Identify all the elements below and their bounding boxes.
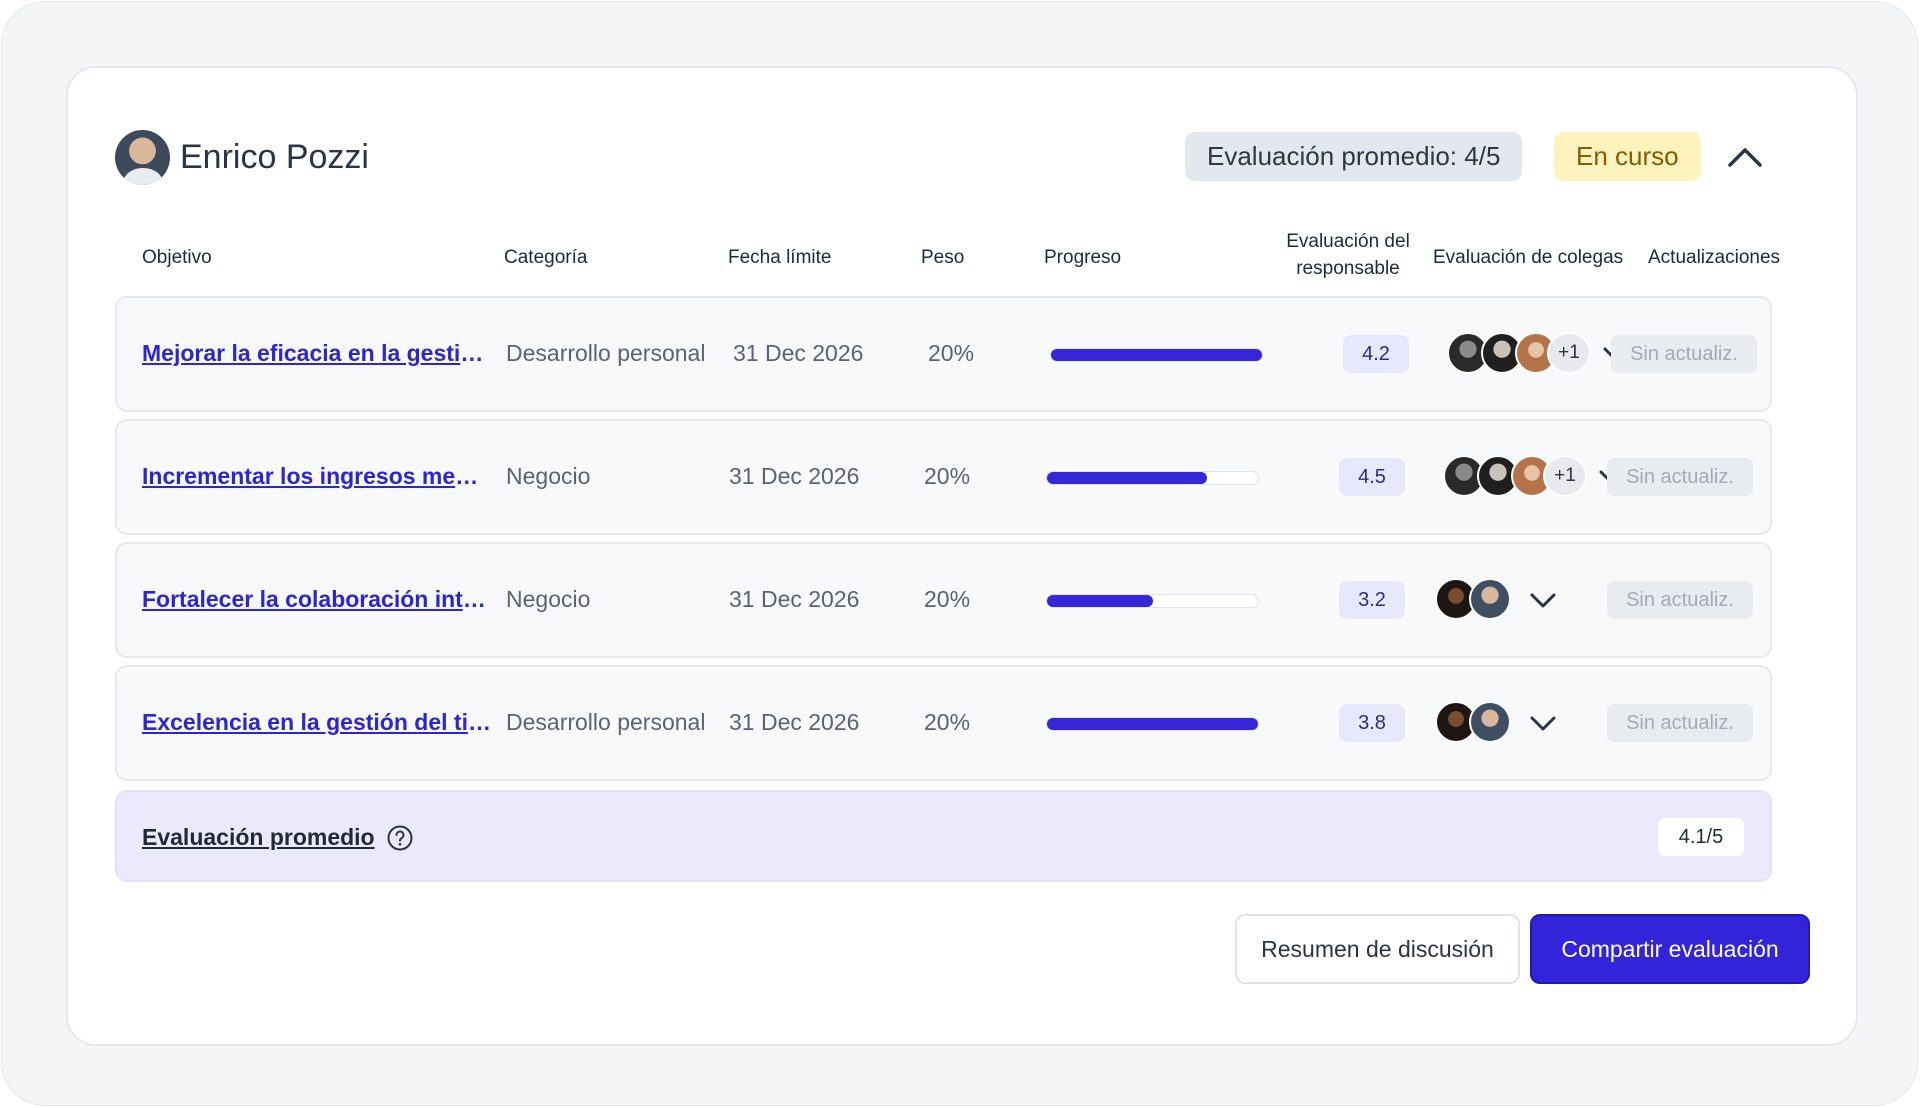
discussion-summary-button[interactable]: Resumen de discusión bbox=[1235, 914, 1520, 984]
objective-link[interactable]: Excelencia en la gestión del tiempo bbox=[142, 709, 492, 735]
collapse-button[interactable] bbox=[1718, 130, 1772, 184]
progress-fill bbox=[1047, 595, 1153, 607]
manager-rating-badge: 4.2 bbox=[1343, 335, 1409, 373]
peer-more-count: +1 bbox=[1543, 455, 1587, 497]
share-evaluation-button[interactable]: Compartir evaluación bbox=[1530, 914, 1810, 984]
table-row: Incrementar los ingresos mensuales Negoc… bbox=[115, 419, 1772, 535]
average-summary-link[interactable]: Evaluación promedio bbox=[142, 824, 375, 850]
peer-avatars[interactable]: +1 bbox=[1443, 455, 1587, 499]
column-progress: Progreso bbox=[1044, 247, 1122, 268]
weight-cell: 20% bbox=[924, 586, 971, 612]
manager-rating-badge: 4.5 bbox=[1339, 458, 1405, 496]
help-icon[interactable] bbox=[386, 824, 414, 852]
average-summary-row: Evaluación promedio 4.1/5 bbox=[115, 790, 1772, 882]
employee-name: Enrico Pozzi bbox=[180, 138, 369, 176]
status-badge: En curso bbox=[1554, 132, 1701, 181]
average-rating-pill: Evaluación promedio: 4/5 bbox=[1185, 132, 1523, 181]
category-cell: Desarrollo personal bbox=[506, 340, 706, 366]
column-category: Categoría bbox=[504, 247, 588, 268]
progress-fill bbox=[1047, 472, 1208, 484]
column-manager-rating-line2: responsable bbox=[1296, 258, 1400, 279]
deadline-cell: 31 Dec 2026 bbox=[729, 709, 860, 735]
weight-cell: 20% bbox=[924, 463, 971, 489]
progress-bar bbox=[1046, 594, 1259, 608]
table-row: Mejorar la eficacia en la gestión del ti… bbox=[115, 296, 1772, 412]
chevron-up-icon bbox=[1728, 148, 1762, 167]
column-manager-rating: Evaluación del responsable bbox=[1268, 228, 1428, 282]
progress-bar bbox=[1050, 348, 1263, 362]
progress-fill bbox=[1051, 349, 1262, 361]
progress-bar bbox=[1046, 717, 1259, 731]
peer-avatars[interactable] bbox=[1435, 701, 1515, 745]
chevron-down-icon[interactable] bbox=[1527, 707, 1559, 739]
column-objective: Objetivo bbox=[142, 247, 212, 268]
column-updates: Actualizaciones bbox=[1648, 247, 1781, 268]
employee-avatar bbox=[115, 130, 170, 185]
progress-bar bbox=[1046, 471, 1259, 485]
weight-cell: 20% bbox=[928, 340, 975, 366]
chevron-down-icon[interactable] bbox=[1527, 584, 1559, 616]
updates-badge: Sin actualiz. bbox=[1607, 581, 1753, 619]
column-weight: Peso bbox=[921, 247, 965, 268]
objective-link[interactable]: Fortalecer la colaboración interdepartam… bbox=[142, 586, 492, 612]
peer-avatar bbox=[1469, 578, 1511, 620]
peer-avatar bbox=[1469, 701, 1511, 743]
updates-badge: Sin actualiz. bbox=[1611, 335, 1757, 373]
updates-badge: Sin actualiz. bbox=[1607, 458, 1753, 496]
column-deadline: Fecha límite bbox=[728, 247, 832, 268]
peer-avatars[interactable]: +1 bbox=[1447, 332, 1591, 376]
table-row: Fortalecer la colaboración interdepartam… bbox=[115, 542, 1772, 658]
objective-link[interactable]: Mejorar la eficacia en la gestión del ti… bbox=[142, 340, 492, 366]
deadline-cell: 31 Dec 2026 bbox=[729, 586, 860, 612]
average-summary-value: 4.1/5 bbox=[1658, 818, 1744, 856]
objective-link[interactable]: Incrementar los ingresos mensuales bbox=[142, 463, 492, 489]
manager-rating-badge: 3.8 bbox=[1339, 704, 1405, 742]
weight-cell: 20% bbox=[924, 709, 971, 735]
deadline-cell: 31 Dec 2026 bbox=[729, 463, 860, 489]
column-peer-rating: Evaluación de colegas bbox=[1433, 247, 1624, 268]
table-row: Excelencia en la gestión del tiempo Desa… bbox=[115, 665, 1772, 781]
category-cell: Desarrollo personal bbox=[506, 709, 706, 735]
evaluation-card: Enrico Pozzi Evaluación promedio: 4/5 En… bbox=[66, 66, 1858, 1046]
progress-fill bbox=[1047, 718, 1258, 730]
peer-more-count: +1 bbox=[1547, 332, 1591, 374]
manager-rating-badge: 3.2 bbox=[1339, 581, 1405, 619]
deadline-cell: 31 Dec 2026 bbox=[733, 340, 864, 366]
category-cell: Negocio bbox=[506, 463, 591, 489]
peer-avatars[interactable] bbox=[1435, 578, 1515, 622]
column-manager-rating-line1: Evaluación del bbox=[1286, 231, 1410, 252]
updates-badge: Sin actualiz. bbox=[1607, 704, 1753, 742]
category-cell: Negocio bbox=[506, 586, 591, 612]
